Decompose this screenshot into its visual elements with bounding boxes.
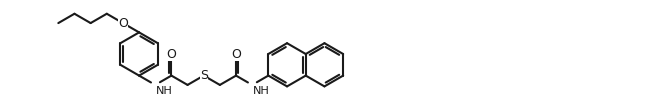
Text: O: O (166, 48, 176, 61)
Text: S: S (200, 69, 208, 82)
Text: O: O (231, 48, 241, 61)
Text: NH: NH (156, 86, 172, 96)
Text: NH: NH (252, 86, 270, 96)
Text: O: O (118, 17, 128, 30)
